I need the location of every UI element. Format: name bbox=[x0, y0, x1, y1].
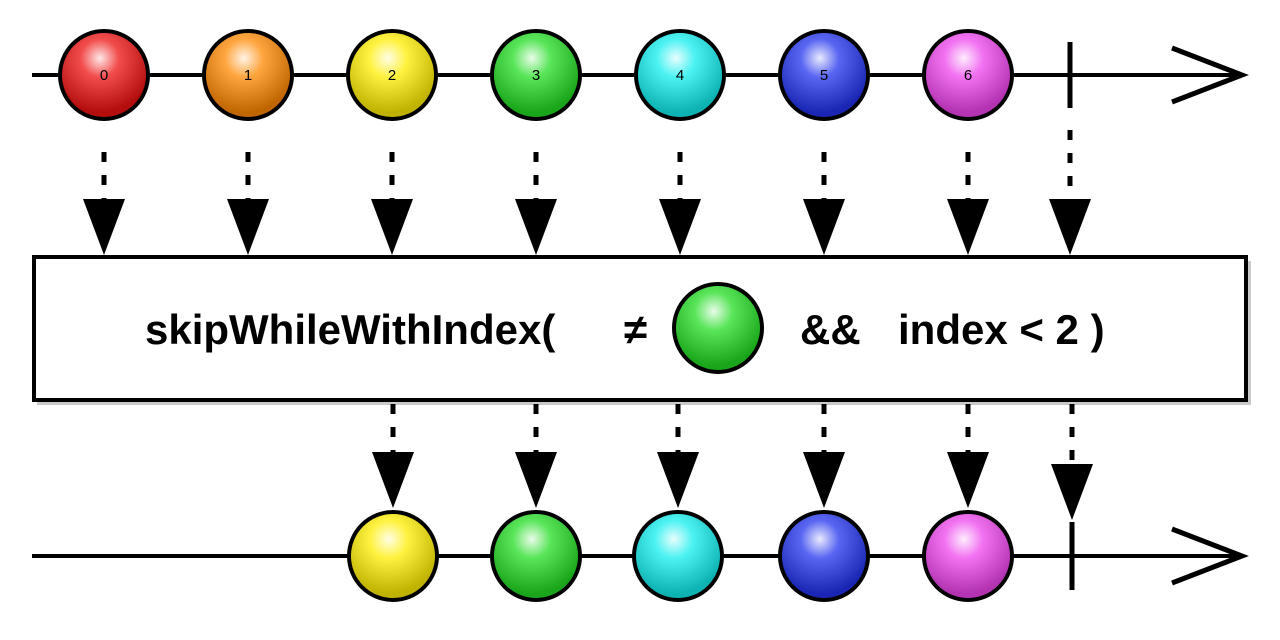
input-dotted-arrow bbox=[659, 152, 701, 255]
completion-dotted-arrow bbox=[1051, 404, 1093, 520]
input-marble: 0 bbox=[58, 29, 150, 121]
output-marble bbox=[347, 510, 439, 602]
output-dotted-arrow bbox=[657, 404, 699, 508]
operator-box-frame bbox=[32, 255, 1248, 402]
input-marble: 4 bbox=[634, 29, 726, 121]
input-dotted-arrow bbox=[227, 152, 269, 255]
input-to-operator-arrows bbox=[83, 130, 1091, 255]
operator-neq-symbol: ≠ bbox=[624, 306, 647, 353]
input-marble-label: 1 bbox=[244, 67, 252, 84]
output-marble bbox=[778, 510, 870, 602]
output-marbles bbox=[347, 510, 1014, 602]
input-marble: 5 bbox=[778, 29, 870, 121]
input-marble-label: 6 bbox=[964, 67, 972, 84]
input-dotted-arrow bbox=[371, 152, 413, 255]
output-marble bbox=[490, 510, 582, 602]
input-marble-label: 2 bbox=[388, 67, 396, 84]
input-marble: 3 bbox=[490, 29, 582, 121]
output-timeline-arrowhead bbox=[1171, 526, 1249, 586]
input-dotted-arrow bbox=[947, 152, 989, 255]
output-dotted-arrow bbox=[947, 404, 989, 508]
operator-to-output-arrows bbox=[372, 404, 1093, 520]
output-dotted-arrow bbox=[372, 404, 414, 508]
input-marble-label: 0 bbox=[100, 67, 108, 84]
input-marble: 6 bbox=[922, 29, 1014, 121]
input-dotted-arrow bbox=[515, 152, 557, 255]
operator-box: skipWhileWithIndex( ≠ && index < 2 ) bbox=[32, 255, 1251, 405]
input-marble: 1 bbox=[202, 29, 294, 121]
output-dotted-arrow bbox=[515, 404, 557, 508]
input-timeline-arrowhead bbox=[1171, 45, 1249, 105]
operator-name-label: skipWhileWithIndex( bbox=[145, 306, 555, 353]
output-marble bbox=[922, 510, 1014, 602]
input-marble-label: 3 bbox=[532, 67, 540, 84]
operator-predicate-marble bbox=[672, 282, 764, 374]
operator-and-symbol: && bbox=[800, 306, 861, 353]
input-dotted-arrow bbox=[83, 152, 125, 255]
input-dotted-arrow bbox=[803, 152, 845, 255]
input-marble: 2 bbox=[346, 29, 438, 121]
input-marble-label: 4 bbox=[676, 67, 684, 84]
operator-index-condition: index < 2 ) bbox=[898, 306, 1105, 353]
output-dotted-arrow bbox=[803, 404, 845, 508]
input-marbles: 0 1 2 3 4 5 6 bbox=[58, 29, 1014, 121]
input-marble-label: 5 bbox=[820, 67, 828, 84]
completion-dotted-arrow bbox=[1049, 130, 1091, 255]
output-marble bbox=[632, 510, 724, 602]
